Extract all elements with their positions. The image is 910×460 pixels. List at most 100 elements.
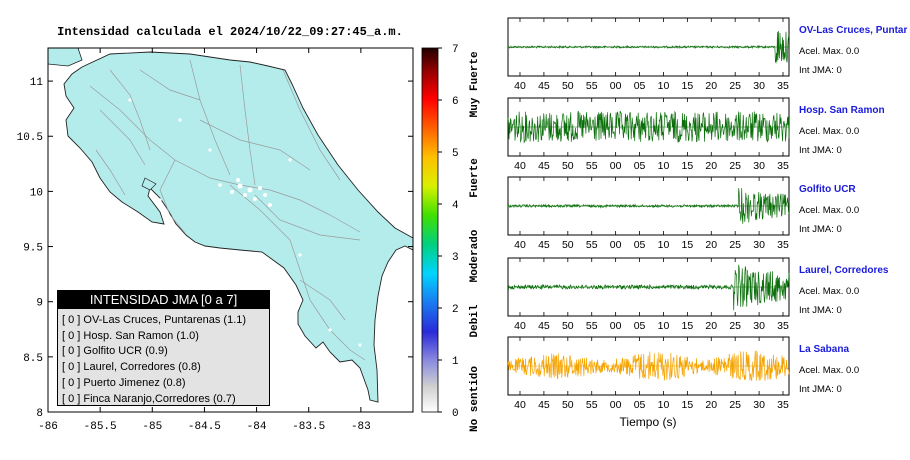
waveform-tick-label: 40 xyxy=(514,80,526,92)
colorbar-tick-label: 0 xyxy=(452,408,459,420)
legend-item: [ 0 ] Finca Naranjo,Corredores (0.7) xyxy=(62,392,236,405)
waveform-tick-label: 35 xyxy=(777,160,789,172)
station-acel-max: Acel. Max. 0.0 xyxy=(799,365,860,376)
costa-rica-map xyxy=(48,48,413,403)
waveform-tick-label: 20 xyxy=(705,160,717,172)
station-int-jma: Int JMA: 0 xyxy=(799,224,842,235)
colorbar-labels: No sentido Debil Moderado Fuerte Muy Fuerte xyxy=(469,51,481,432)
waveform-tick-label: 50 xyxy=(562,239,574,251)
waveform-tick-label: 50 xyxy=(562,160,574,172)
waveform-tick-label: 10 xyxy=(658,399,670,411)
station-acel-max: Acel. Max. 0.0 xyxy=(799,205,860,216)
waveform-tick-label: 55 xyxy=(586,160,598,172)
colorbar-tick-label: 4 xyxy=(452,200,459,212)
map-x-tick-label: -83.5 xyxy=(292,421,325,433)
legend-item: [ 0 ] Puerto Jimenez (0.8) xyxy=(62,376,186,389)
waveform-tick-label: 45 xyxy=(538,239,550,251)
waveform-tick-label: 35 xyxy=(777,80,789,92)
colorbar xyxy=(421,47,439,413)
waveform-tick-label: 20 xyxy=(705,80,717,92)
legend-header: INTENSIDAD JMA [0 a 7] xyxy=(58,291,269,309)
colorbar-tick-label: 5 xyxy=(452,148,459,160)
waveform-tick-label: 25 xyxy=(729,399,741,411)
land-mass xyxy=(63,51,413,403)
station-name: Hosp. San Ramon xyxy=(799,105,885,116)
map-x-tick-label: -84.5 xyxy=(188,421,221,433)
legend-item: [ 0 ] Golfito UCR (0.9) xyxy=(62,345,168,358)
station-acel-max: Acel. Max. 0.0 xyxy=(799,286,860,297)
waveform-tick-label: 45 xyxy=(538,399,550,411)
waveform-tick-label: 55 xyxy=(586,320,598,332)
waveform-tick-label: 35 xyxy=(777,320,789,332)
waveform-tick-label: 00 xyxy=(610,160,622,172)
waveform-tick-label: 00 xyxy=(610,399,622,411)
map-x-tick-label: -83 xyxy=(351,421,371,433)
waveform-tick-label: 10 xyxy=(658,160,670,172)
waveform-tick-label: 10 xyxy=(658,80,670,92)
map-x-tick-label: -84 xyxy=(247,421,267,433)
waveform-tick-label: 05 xyxy=(634,320,646,332)
map-x-tick-label: -85.5 xyxy=(84,421,117,433)
waveform-tick-label: 40 xyxy=(514,160,526,172)
map-y-tick-label: 10 xyxy=(30,187,43,199)
waveform-tick-label: 45 xyxy=(538,160,550,172)
waveform-tick-label: 10 xyxy=(658,320,670,332)
waveform-tick-label: 00 xyxy=(610,80,622,92)
map-x-tick-label: -86 xyxy=(38,421,58,433)
waveform-tick-label: 55 xyxy=(586,80,598,92)
waveform-tick-label: 45 xyxy=(538,320,550,332)
colorbar-category-label: Moderado xyxy=(469,229,481,282)
waveform-tick-label: 25 xyxy=(729,160,741,172)
map-inset-top-left xyxy=(48,48,83,67)
station-name: OV-Las Cruces, Puntar xyxy=(799,25,908,36)
colorbar-category-label: No sentido xyxy=(469,366,481,432)
waveform-trace xyxy=(507,188,790,224)
colorbar-tick-label: 7 xyxy=(452,44,459,56)
station-int-jma: Int JMA: 0 xyxy=(799,145,842,156)
waveform-tick-label: 30 xyxy=(753,80,765,92)
waveform-tick-label: 00 xyxy=(610,320,622,332)
waveform-tick-label: 50 xyxy=(562,320,574,332)
waveform-xlabel: Tiempo (s) xyxy=(620,415,677,429)
waveform-panels: 40 45 50 55 00 05 10 15 20 25 30 35 40 45 50 55 00 05 10 15… xyxy=(507,17,790,411)
legend-item: [ 0 ] Hosp. San Ramon (1.0) xyxy=(62,329,199,342)
waveform-tick-label: 20 xyxy=(705,399,717,411)
map-y-tick-label: 9 xyxy=(36,298,43,310)
legend-list: [ 0 ] OV-Las Cruces, Puntarenas (1.1) [ 0… xyxy=(58,309,269,407)
city-dots xyxy=(128,98,362,347)
waveform-tick-label: 55 xyxy=(586,399,598,411)
colorbar-tick-label: 6 xyxy=(452,96,459,108)
nicoya-gulf-island xyxy=(141,177,157,191)
map-y-tick-label: 8.5 xyxy=(23,353,43,365)
station-int-jma: Int JMA: 0 xyxy=(799,384,842,395)
waveform-tick-label: 15 xyxy=(682,399,694,411)
colorbar-tick-label: 3 xyxy=(452,252,459,264)
waveform-tick-label: 25 xyxy=(729,80,741,92)
legend-item: [ 0 ] Laurel, Corredores (0.8) xyxy=(62,361,201,374)
station-acel-max: Acel. Max. 0.0 xyxy=(799,46,860,57)
waveform-tick-label: 05 xyxy=(634,160,646,172)
station-int-jma: Int JMA: 0 xyxy=(799,65,842,76)
waveform-tick-label: 20 xyxy=(705,320,717,332)
waveform-tick-label: 20 xyxy=(705,239,717,251)
map-frame xyxy=(47,47,414,413)
waveform-tick-label: 05 xyxy=(634,239,646,251)
colorbar-category-label: Muy Fuerte xyxy=(469,51,481,117)
waveform-tick-label: 00 xyxy=(610,239,622,251)
station-name: Golfito UCR xyxy=(799,184,856,195)
waveform-tick-label: 10 xyxy=(658,239,670,251)
waveform-tick-label: 55 xyxy=(586,239,598,251)
waveform-tick-label: 40 xyxy=(514,399,526,411)
waveform-tick-label: 35 xyxy=(777,399,789,411)
map-y-tick-label: 11 xyxy=(30,77,44,89)
map-y-tick-label: 8 xyxy=(36,408,43,420)
intensity-legend: INTENSIDAD JMA [0 a 7] [ 0 ] OV-Las Cruc… xyxy=(57,290,270,406)
waveform-tick-label: 40 xyxy=(514,239,526,251)
waveform-tick-label: 30 xyxy=(753,320,765,332)
station-int-jma: Int JMA: 0 xyxy=(799,305,842,316)
waveform-trace xyxy=(507,350,790,382)
waveform-tick-label: 45 xyxy=(538,80,550,92)
waveform-tick-label: 25 xyxy=(729,239,741,251)
waveform-tick-label: 40 xyxy=(514,320,526,332)
waveform-tick-label: 15 xyxy=(682,239,694,251)
